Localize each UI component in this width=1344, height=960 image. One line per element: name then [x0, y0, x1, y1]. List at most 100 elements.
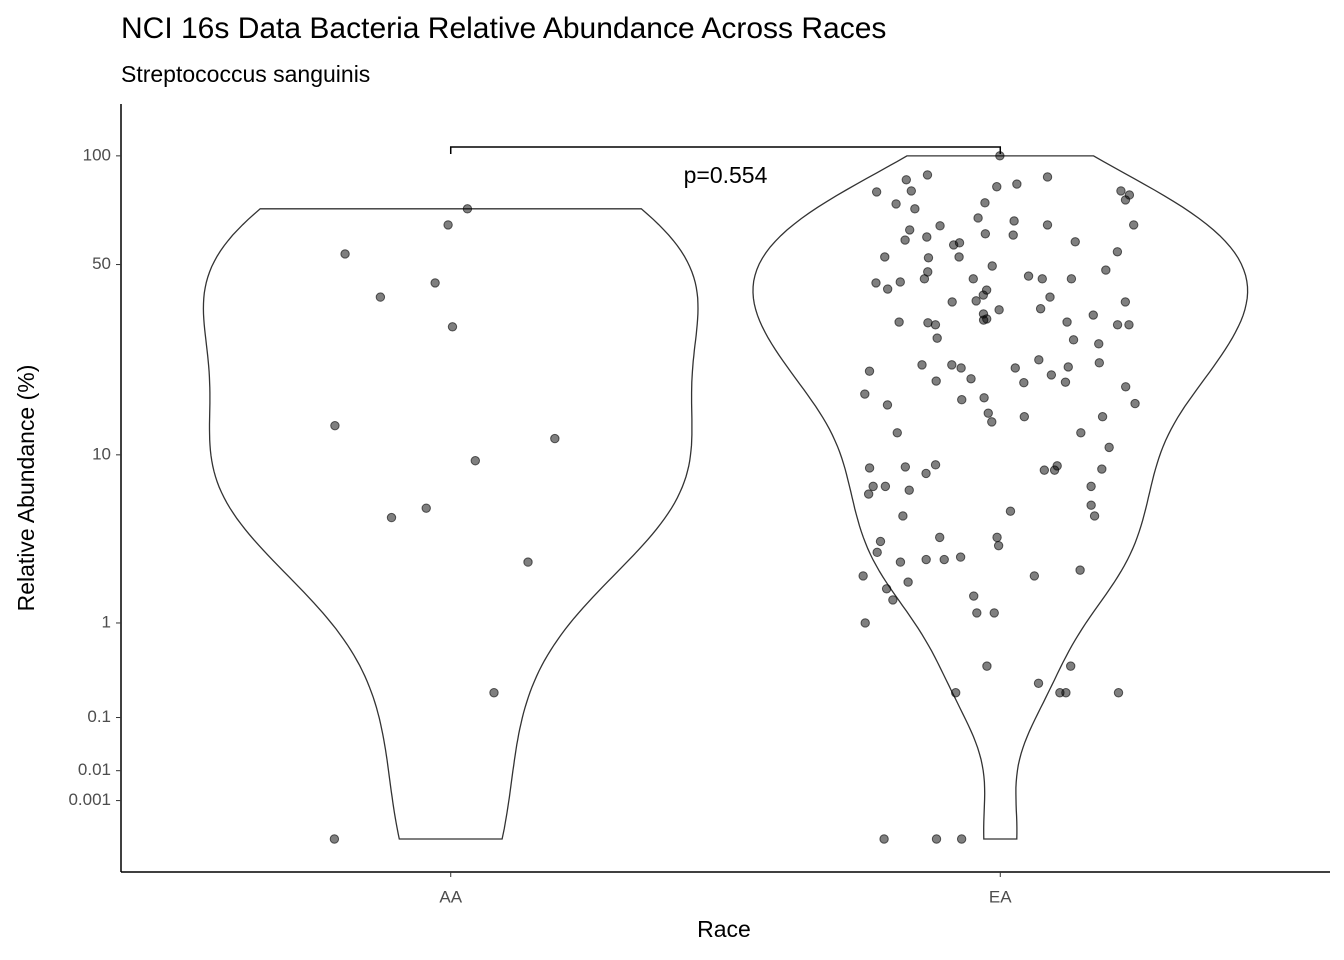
point	[979, 393, 989, 403]
point	[1063, 362, 1073, 372]
point	[891, 199, 901, 209]
point	[1112, 247, 1123, 257]
x-tick-label: AA	[439, 887, 462, 906]
point	[993, 540, 1004, 551]
point	[1049, 465, 1060, 475]
point	[1089, 511, 1100, 521]
point	[900, 235, 910, 245]
point	[375, 292, 386, 302]
x-tick-label: EA	[989, 887, 1012, 906]
point	[955, 552, 966, 562]
point	[906, 186, 917, 196]
point	[1062, 317, 1072, 327]
point	[386, 512, 397, 523]
point	[931, 376, 941, 386]
point	[1076, 428, 1086, 438]
point	[1037, 274, 1047, 284]
chart-title: NCI 16s Data Bacteria Relative Abundance…	[121, 12, 886, 45]
point	[892, 428, 902, 438]
point	[871, 278, 881, 288]
point	[1113, 688, 1124, 698]
point	[972, 608, 982, 618]
point	[470, 456, 480, 466]
point	[1009, 216, 1019, 226]
point	[1065, 661, 1076, 671]
point	[1104, 442, 1114, 453]
point	[864, 366, 875, 376]
point	[340, 249, 350, 259]
y-tick-label: 0.01	[78, 760, 111, 779]
point	[1033, 678, 1044, 688]
point	[1055, 688, 1065, 698]
y-tick-label: 10	[92, 444, 111, 463]
point	[329, 834, 340, 844]
point	[1008, 230, 1018, 240]
point	[882, 284, 893, 294]
point	[905, 225, 915, 235]
point	[880, 252, 890, 262]
point	[875, 536, 886, 547]
point	[894, 317, 904, 327]
point	[923, 253, 934, 263]
chart-subtitle: Streptococcus sanguinis	[121, 61, 370, 87]
point	[1094, 358, 1104, 368]
point	[921, 554, 931, 565]
point	[950, 688, 961, 698]
point	[966, 374, 976, 384]
point	[994, 305, 1004, 315]
point	[923, 318, 933, 328]
point	[1088, 310, 1098, 320]
significance-bracket	[449, 146, 1002, 154]
p-value: p=0.554	[684, 162, 768, 188]
y-tick-label: 100	[83, 145, 111, 164]
point	[1046, 370, 1057, 380]
point	[978, 290, 989, 300]
point	[956, 363, 966, 373]
point	[935, 221, 945, 231]
point	[858, 571, 868, 581]
point	[957, 395, 967, 405]
x-axis-title: Race	[697, 916, 751, 942]
point	[888, 595, 898, 605]
point	[879, 834, 889, 844]
point	[1023, 271, 1034, 281]
point	[1116, 186, 1126, 196]
point	[1086, 500, 1096, 510]
point	[895, 277, 905, 287]
point	[1066, 274, 1077, 284]
point	[904, 485, 914, 495]
point	[939, 554, 949, 565]
point	[1120, 195, 1131, 205]
point	[1075, 565, 1085, 575]
violin	[752, 155, 1249, 840]
point	[1070, 237, 1080, 247]
point	[1045, 292, 1055, 302]
point	[860, 618, 870, 628]
point	[992, 182, 1002, 192]
violin	[202, 208, 699, 840]
point	[980, 198, 990, 208]
point	[971, 296, 981, 306]
point	[868, 481, 878, 492]
point	[1042, 172, 1053, 182]
point	[1039, 465, 1050, 475]
point	[864, 463, 875, 473]
point	[973, 213, 983, 223]
point	[917, 360, 927, 370]
point	[863, 489, 874, 499]
point	[987, 261, 997, 271]
point	[882, 400, 893, 410]
point	[980, 229, 991, 239]
point	[447, 322, 458, 332]
point	[1035, 304, 1046, 314]
point	[968, 274, 978, 284]
point	[430, 278, 440, 288]
point	[969, 591, 979, 601]
point	[462, 204, 473, 214]
point	[1097, 464, 1107, 474]
point	[523, 557, 533, 567]
point	[931, 834, 942, 844]
point	[910, 204, 920, 214]
